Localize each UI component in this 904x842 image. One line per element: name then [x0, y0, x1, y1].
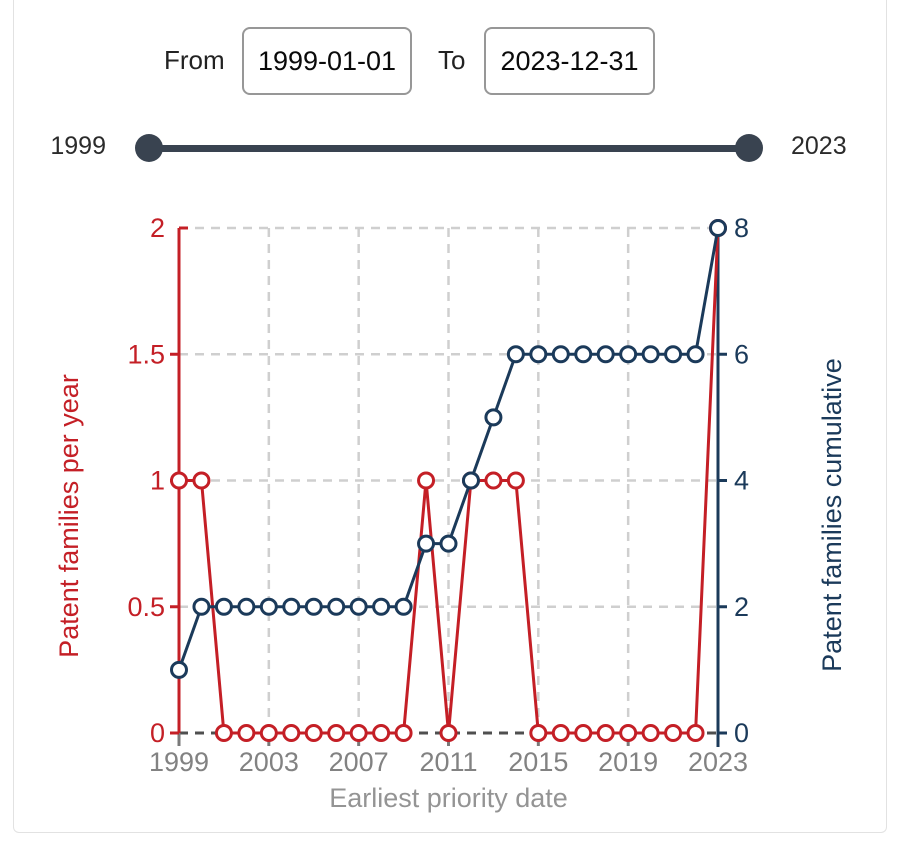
- from-date-input[interactable]: [242, 27, 412, 95]
- svg-text:0.5: 0.5: [127, 592, 165, 622]
- slider-track[interactable]: [149, 145, 749, 152]
- svg-text:2: 2: [734, 592, 749, 622]
- svg-text:4: 4: [734, 466, 749, 496]
- slider-max-label: 2023: [791, 132, 847, 160]
- left-axis: 0 0.5 1 1.5 2 Patent families per year: [54, 213, 188, 748]
- svg-text:0: 0: [734, 718, 749, 748]
- to-date-input[interactable]: [484, 27, 655, 95]
- svg-text:2011: 2011: [419, 747, 477, 777]
- to-label: To: [438, 45, 466, 75]
- left-axis-title: Patent families per year: [54, 374, 84, 658]
- svg-text:2019: 2019: [598, 747, 658, 777]
- patent-timeline-card: From To 1999 2023 1999200320072011201520…: [13, 0, 887, 833]
- right-axis: 0 2 4 6 8 Patent families cumulative: [716, 213, 847, 748]
- svg-text:2015: 2015: [508, 747, 568, 777]
- slider-min-label: 1999: [50, 132, 106, 160]
- right-axis-title: Patent families cumulative: [817, 358, 847, 672]
- svg-text:2023: 2023: [688, 747, 748, 777]
- svg-text:1999: 1999: [149, 747, 209, 777]
- cumulative-series-markers: [170, 219, 727, 679]
- slider-handle-min[interactable]: [135, 134, 163, 162]
- svg-text:8: 8: [734, 213, 749, 243]
- svg-text:1.5: 1.5: [127, 339, 165, 369]
- x-axis-title: Earliest priority date: [329, 783, 568, 813]
- svg-text:1: 1: [150, 466, 165, 496]
- slider-handle-max[interactable]: [735, 134, 763, 162]
- svg-text:2003: 2003: [239, 747, 299, 777]
- svg-text:0: 0: [150, 718, 165, 748]
- gridlines: [179, 226, 718, 735]
- svg-text:2007: 2007: [329, 747, 389, 777]
- svg-text:6: 6: [734, 339, 749, 369]
- x-axis: 1999 2003 2007 2011 2015 2019 2023 Earliest pri…: [149, 733, 748, 813]
- from-label: From: [164, 45, 225, 75]
- svg-text:2: 2: [150, 213, 165, 243]
- chart-svg: 1999 2003 2007 2011 2015 2019 2023 Earliest pri…: [54, 213, 847, 813]
